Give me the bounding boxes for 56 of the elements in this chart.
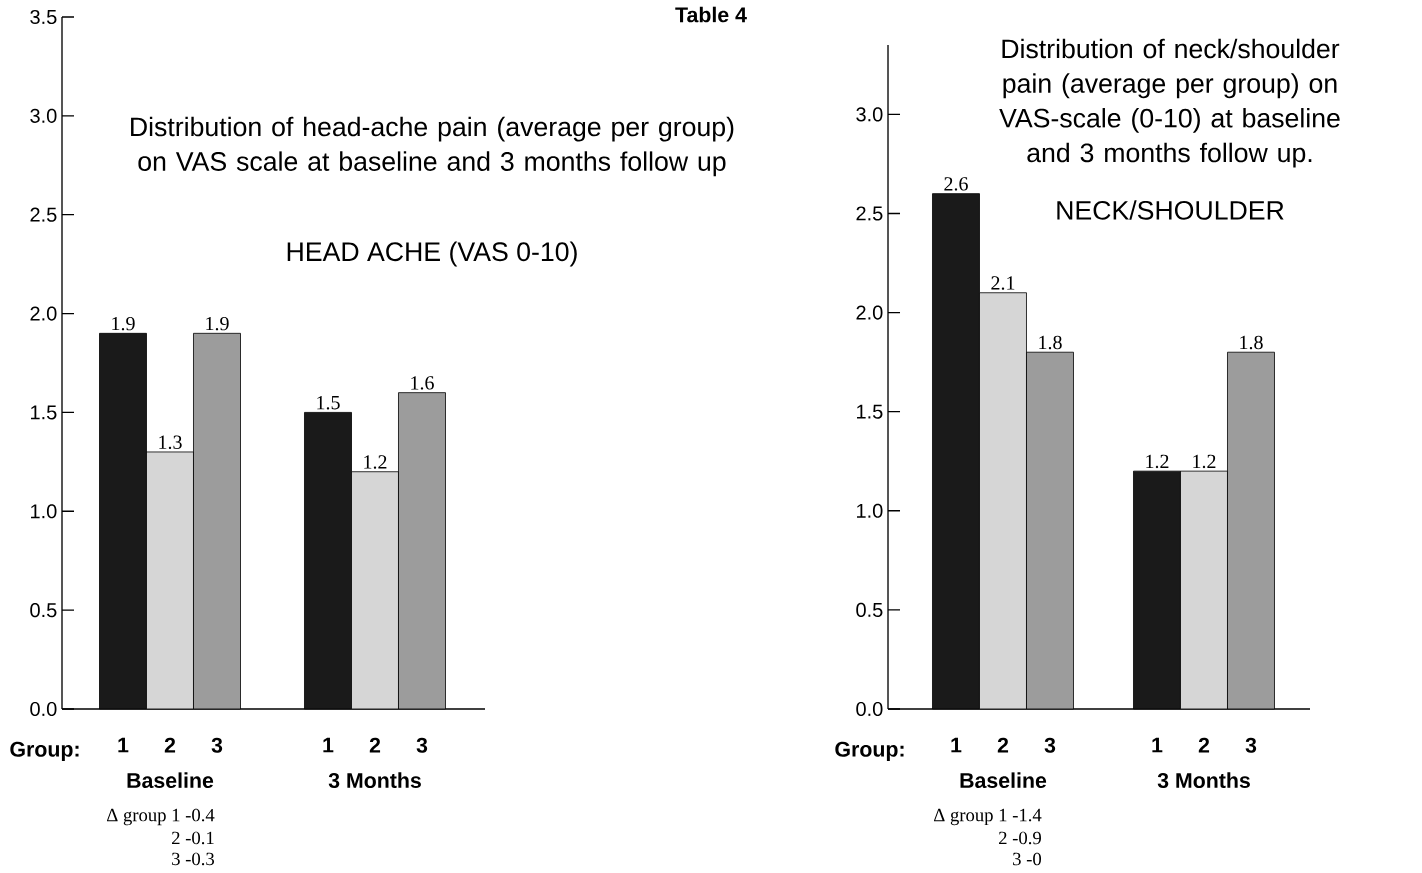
text: Δ group 1 -0.4 (107, 808, 215, 826)
text: 1 (1152, 737, 1163, 753)
data-label: 2.1 (991, 276, 1015, 290)
data-label: 1.2 (1146, 454, 1169, 469)
data-label: 1.3 (159, 435, 182, 450)
x-tick-label: 3 Months (1157, 772, 1250, 789)
series-label: 2 (997, 737, 1009, 753)
y-tick-label: 3.0 (856, 107, 883, 122)
data-label: 1.9 (112, 316, 135, 331)
text: 2 -0.9 (999, 831, 1041, 845)
data-label: 1.2 (1193, 454, 1216, 469)
data-label: 1.2 (364, 455, 387, 469)
y-tick-label: 2.5 (856, 206, 883, 221)
text: HEAD ACHE (VAS 0-10) (287, 241, 577, 267)
data-label: 1.6 (411, 376, 434, 390)
y-tick-label: 2.5 (30, 207, 57, 222)
x-axis-title: Group: (10, 741, 79, 762)
text: 3 -0.3 (172, 852, 215, 866)
y-tick-label: 1.0 (31, 504, 57, 519)
text: 2 (369, 737, 381, 753)
series-label: 3 (211, 737, 223, 753)
y-tick-label: 0.5 (30, 603, 57, 618)
y-tick-label: 0.0 (30, 701, 57, 717)
y-tick-label: 1.5 (31, 405, 57, 420)
caption: Table 4 (675, 6, 747, 23)
x-axis-title: Group: (835, 741, 904, 762)
series-label: 1 (951, 737, 962, 753)
text: Distribution of head-ache pain (average per group) on VAS scale at baseline and 3 months follow up (131, 116, 734, 177)
text: NECK/SHOULDER (1057, 200, 1284, 220)
x-tick-label: Baseline (960, 772, 1047, 789)
y-tick-label: 3.0 (30, 108, 57, 123)
data-label: 1.8 (1039, 335, 1062, 350)
series-label: 1 (118, 737, 129, 753)
y-tick-label: 2.0 (856, 305, 883, 320)
y-tick-label: 0.0 (856, 701, 883, 717)
data-label: 1.9 (206, 316, 229, 331)
y-tick-label: 3.5 (30, 9, 57, 25)
text: 2 -0.1 (172, 831, 214, 845)
text: Δ group 1 -1.4 (934, 808, 1042, 826)
y-tick-label: 0.5 (856, 602, 883, 617)
text: 1 (323, 737, 334, 753)
text: 3 -0 (1013, 852, 1042, 866)
text: 3 (416, 737, 428, 753)
y-tick-label: 1.0 (857, 503, 883, 518)
series-label: 3 (1044, 737, 1056, 753)
data-label: 2.6 (944, 177, 968, 191)
series-label: 2 (164, 737, 176, 753)
text: Distribution of neck/shoulder pain (average per group) on VAS-scale (0-10) at baseline and 3 months follow up. (999, 38, 1340, 168)
x-tick-label: Baseline (127, 772, 214, 789)
y-tick-label: 1.5 (857, 404, 883, 419)
data-label: 1.5 (317, 396, 340, 410)
text: 2 (1198, 737, 1210, 753)
y-tick-label: 2.0 (30, 306, 57, 321)
data-label: 1.8 (1240, 335, 1263, 350)
text: 3 (1245, 737, 1257, 753)
x-tick-label: 3 Months (328, 772, 421, 789)
